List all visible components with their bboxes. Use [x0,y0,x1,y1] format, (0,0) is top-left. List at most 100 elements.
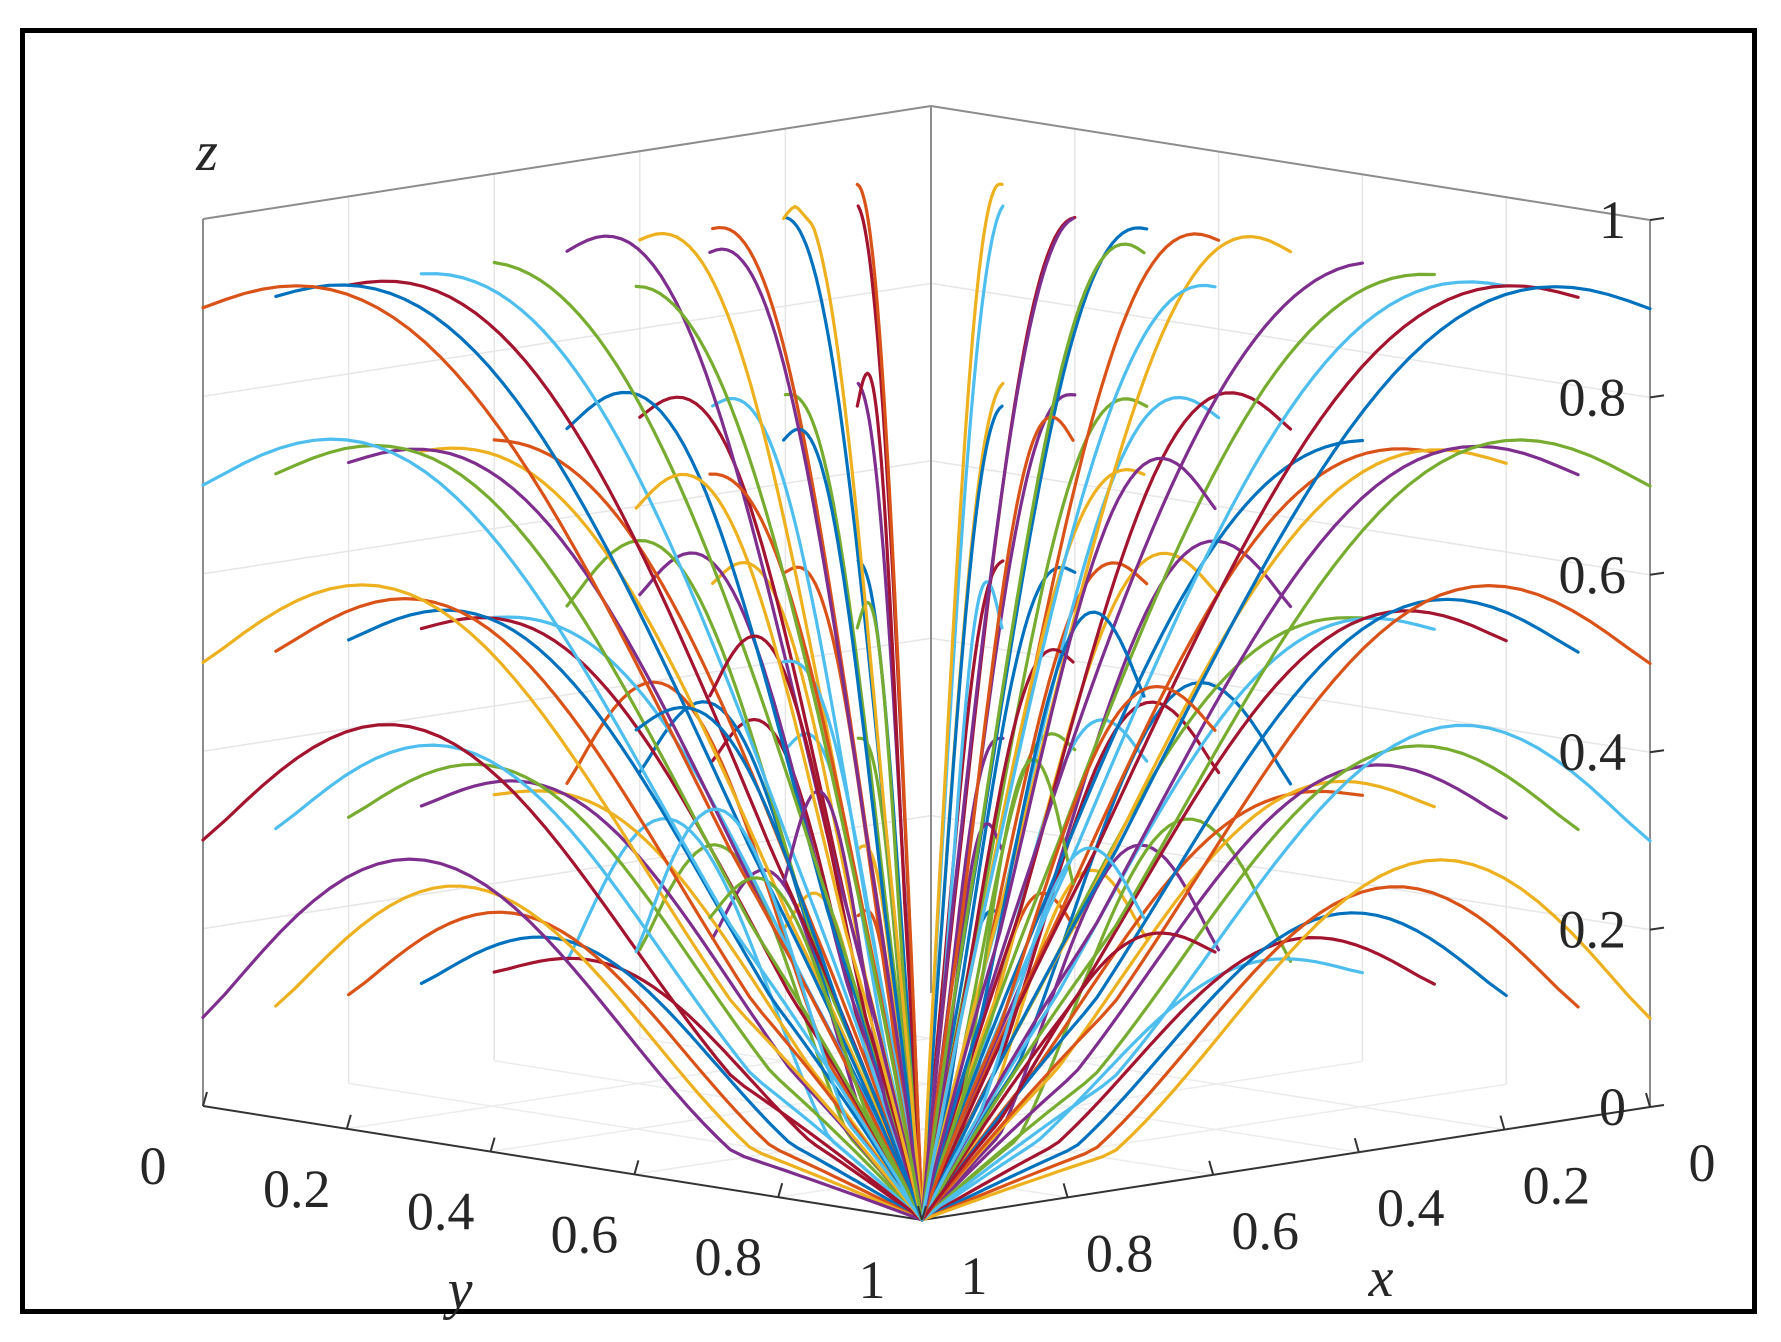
trajectory-line [782,427,924,1222]
trajectory-line [492,260,924,1222]
trajectory-line [920,885,1580,1222]
trajectory-line [920,415,1075,1222]
trajectory-line [920,597,1580,1222]
trajectory-line [920,182,1004,1222]
trajectory-line [920,846,1146,1222]
x-tick-label: 1 [961,1246,988,1306]
z-tick-label: 0.2 [1559,900,1627,960]
trajectory-line [920,616,1436,1222]
trajectory-line [782,204,924,1222]
trajectory-line [634,705,924,1222]
axis-edge [930,105,1651,221]
trajectory-line [920,242,1146,1222]
trajectory-line [708,247,924,1222]
x-axis-label: x [1368,1247,1394,1309]
y-tick-mark [489,1137,496,1152]
y-tick-label: 0.2 [263,1159,331,1219]
grid-line [930,282,1651,399]
z-axis-label: z [195,121,218,183]
trajectory-line [347,910,924,1222]
y-tick-mark [633,1160,640,1175]
z-tick-mark [1649,926,1665,931]
trajectory-line [419,446,924,1222]
z-tick-mark [1649,749,1665,754]
trajectory-line [920,447,1436,1222]
trajectory-line [201,284,924,1222]
z-tick-label: 0.4 [1559,722,1627,782]
trajectory-line [492,438,924,1222]
trajectory-line [920,261,1364,1222]
x-tick-label: 0.8 [1086,1223,1154,1283]
z-tick-label: 0 [1599,1077,1626,1137]
trajectory-line [201,857,924,1222]
axis-edge [202,1105,923,1221]
trajectory-line [634,284,924,1222]
y-tick-mark [202,1091,208,1107]
trajectory-line [638,551,924,1222]
y-axis-label: y [443,1259,473,1321]
z-tick-mark [1649,1104,1665,1108]
trajectory-line [634,807,924,1222]
x-tick-mark [1499,1115,1506,1130]
trajectory-line [634,472,924,1222]
z-tick-label: 0.8 [1559,367,1627,427]
axis-edge [202,105,932,220]
trajectory-line [419,272,924,1222]
x-tick-label: 0.4 [1377,1178,1445,1238]
trajectory-line [920,284,1580,1222]
y-tick-label: 0 [140,1136,167,1196]
x-tick-mark [917,1205,923,1221]
axis-edge [921,1106,1651,1221]
trajectory-line [920,723,1652,1222]
y-tick-mark [921,1205,927,1221]
trajectory-line [920,911,1508,1222]
grid-line [930,814,1651,931]
trajectory-line [274,596,924,1222]
trajectory-line [708,876,924,1222]
grid-line [202,637,932,752]
trajectory-line [920,744,1580,1222]
trajectory-line [920,763,1508,1222]
trajectory-line [920,935,1436,1222]
trajectory-line [920,234,1293,1222]
trajectory-line [274,743,924,1222]
z-tick-mark [1649,217,1665,221]
y-tick-label: 1 [859,1250,886,1310]
trajectories [201,182,1652,1222]
trajectory-line [274,443,924,1222]
z-tick-label: 1 [1599,190,1626,250]
trajectory-line [274,884,924,1222]
trajectory-line [920,610,1146,1222]
y-tick-label: 0.8 [694,1227,762,1287]
x-tick-mark [1645,1092,1651,1108]
trajectory-line [920,858,1652,1222]
trajectory-line [920,283,1217,1222]
trajectory-line [492,956,924,1222]
x-tick-mark [1208,1160,1215,1176]
trajectory-line [782,789,924,1222]
grid-lines [202,128,1651,1199]
x-tick-label: 0 [1689,1133,1716,1193]
trajectory-line [492,789,924,1222]
trajectory-line [855,182,924,1222]
y-tick-label: 0.6 [551,1204,619,1264]
x-tick-label: 0.2 [1523,1156,1591,1216]
trajectory-line [920,456,1217,1222]
trajectory-line [920,404,1004,1222]
trajectory-line [347,762,924,1222]
trajectory-line [201,437,924,1222]
x-tick-label: 0.6 [1231,1201,1299,1261]
trajectory-line [920,684,1217,1222]
grid-line [202,282,932,398]
trajectory-line [274,283,924,1222]
tick-labels: 00 00.20.2 0.20.40.4 0.40.60.6 0.60.80.8 0.81… [140,190,1716,1310]
trajectory-line [565,390,924,1222]
trajectory-line [920,931,1217,1222]
x-tick-mark [1353,1137,1360,1153]
trajectory-line [920,216,1075,1222]
z-tick-label: 0.6 [1559,545,1627,605]
axes-box [202,105,1651,1221]
y-tick-label: 0.4 [407,1182,475,1242]
trajectory-line [920,583,1652,1222]
